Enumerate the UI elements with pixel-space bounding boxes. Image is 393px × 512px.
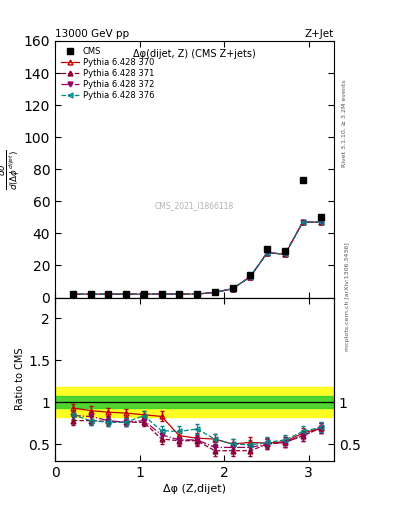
Pythia 6.428 371 <box>177 291 182 297</box>
Pythia 6.428 372 <box>265 249 270 255</box>
Pythia 6.428 372 <box>88 291 93 297</box>
Y-axis label: Ratio to CMS: Ratio to CMS <box>15 348 26 411</box>
Text: mcplots.cern.ch [arXiv:1306.3436]: mcplots.cern.ch [arXiv:1306.3436] <box>345 243 350 351</box>
Text: Rivet 3.1.10, ≥ 3.2M events: Rivet 3.1.10, ≥ 3.2M events <box>342 79 346 167</box>
Pythia 6.428 370 <box>213 289 217 295</box>
CMS <box>88 291 93 297</box>
Pythia 6.428 376 <box>230 286 235 292</box>
Pythia 6.428 376 <box>106 291 111 297</box>
Pythia 6.428 372 <box>248 273 253 280</box>
Pythia 6.428 376 <box>70 291 75 297</box>
Pythia 6.428 376 <box>88 291 93 297</box>
CMS <box>300 177 305 183</box>
Pythia 6.428 372 <box>124 291 129 297</box>
CMS <box>124 291 129 297</box>
Bar <box>55 396 334 408</box>
Pythia 6.428 370 <box>195 291 199 297</box>
Pythia 6.428 371 <box>265 249 270 255</box>
Pythia 6.428 372 <box>159 291 164 297</box>
CMS <box>141 291 146 297</box>
Text: Δφ(dijet, Z) (CMS Z+jets): Δφ(dijet, Z) (CMS Z+jets) <box>133 49 256 59</box>
CMS <box>70 291 75 297</box>
Text: 13000 GeV pp: 13000 GeV pp <box>55 29 129 39</box>
CMS <box>159 291 164 297</box>
Pythia 6.428 376 <box>265 249 270 255</box>
CMS <box>318 215 323 221</box>
Line: Pythia 6.428 376: Pythia 6.428 376 <box>70 220 323 296</box>
Pythia 6.428 371 <box>106 291 111 297</box>
Pythia 6.428 372 <box>141 291 146 297</box>
Line: Pythia 6.428 371: Pythia 6.428 371 <box>70 220 323 296</box>
Pythia 6.428 370 <box>124 291 129 297</box>
X-axis label: Δφ (Z,dijet): Δφ (Z,dijet) <box>163 484 226 494</box>
Pythia 6.428 376 <box>213 289 217 295</box>
Pythia 6.428 372 <box>283 251 287 258</box>
Pythia 6.428 372 <box>318 219 323 225</box>
Text: CMS_2021_I1866118: CMS_2021_I1866118 <box>155 201 234 210</box>
Text: Z+Jet: Z+Jet <box>305 29 334 39</box>
Pythia 6.428 371 <box>141 291 146 297</box>
Pythia 6.428 376 <box>248 273 253 280</box>
Pythia 6.428 371 <box>159 291 164 297</box>
Pythia 6.428 376 <box>159 291 164 297</box>
Pythia 6.428 371 <box>88 291 93 297</box>
Pythia 6.428 372 <box>230 286 235 292</box>
Pythia 6.428 371 <box>213 289 217 295</box>
Pythia 6.428 371 <box>248 273 253 280</box>
Pythia 6.428 370 <box>230 286 235 292</box>
Pythia 6.428 370 <box>177 291 182 297</box>
Pythia 6.428 372 <box>106 291 111 297</box>
Pythia 6.428 371 <box>318 219 323 225</box>
Pythia 6.428 370 <box>88 291 93 297</box>
CMS <box>106 291 111 297</box>
CMS <box>265 246 270 252</box>
Legend: CMS, Pythia 6.428 370, Pythia 6.428 371, Pythia 6.428 372, Pythia 6.428 376: CMS, Pythia 6.428 370, Pythia 6.428 371,… <box>59 45 156 102</box>
Pythia 6.428 376 <box>300 219 305 225</box>
Pythia 6.428 371 <box>283 251 287 258</box>
Line: CMS: CMS <box>70 178 323 297</box>
Pythia 6.428 370 <box>141 291 146 297</box>
Pythia 6.428 370 <box>300 219 305 225</box>
CMS <box>213 289 217 295</box>
Pythia 6.428 371 <box>70 291 75 297</box>
Pythia 6.428 376 <box>195 291 199 297</box>
Pythia 6.428 372 <box>300 219 305 225</box>
Pythia 6.428 376 <box>141 291 146 297</box>
Pythia 6.428 371 <box>124 291 129 297</box>
Pythia 6.428 370 <box>283 251 287 258</box>
Pythia 6.428 376 <box>283 251 287 258</box>
CMS <box>230 285 235 291</box>
Y-axis label: $\frac{d\sigma}{d(\Delta\phi^{dijet})}$: $\frac{d\sigma}{d(\Delta\phi^{dijet})}$ <box>0 149 22 189</box>
Pythia 6.428 370 <box>159 291 164 297</box>
Pythia 6.428 370 <box>318 219 323 225</box>
Pythia 6.428 376 <box>124 291 129 297</box>
Pythia 6.428 370 <box>70 291 75 297</box>
Pythia 6.428 371 <box>230 286 235 292</box>
Pythia 6.428 370 <box>265 249 270 255</box>
Pythia 6.428 372 <box>195 291 199 297</box>
Pythia 6.428 370 <box>248 273 253 280</box>
CMS <box>248 272 253 278</box>
CMS <box>177 291 182 297</box>
Pythia 6.428 371 <box>195 291 199 297</box>
Line: Pythia 6.428 372: Pythia 6.428 372 <box>70 220 323 296</box>
Pythia 6.428 376 <box>318 219 323 225</box>
Line: Pythia 6.428 370: Pythia 6.428 370 <box>70 220 323 296</box>
CMS <box>283 248 287 254</box>
CMS <box>195 290 199 296</box>
Pythia 6.428 370 <box>106 291 111 297</box>
Pythia 6.428 372 <box>70 291 75 297</box>
Pythia 6.428 376 <box>177 291 182 297</box>
Pythia 6.428 371 <box>300 219 305 225</box>
Pythia 6.428 372 <box>177 291 182 297</box>
Bar <box>55 387 334 417</box>
Pythia 6.428 372 <box>213 289 217 295</box>
